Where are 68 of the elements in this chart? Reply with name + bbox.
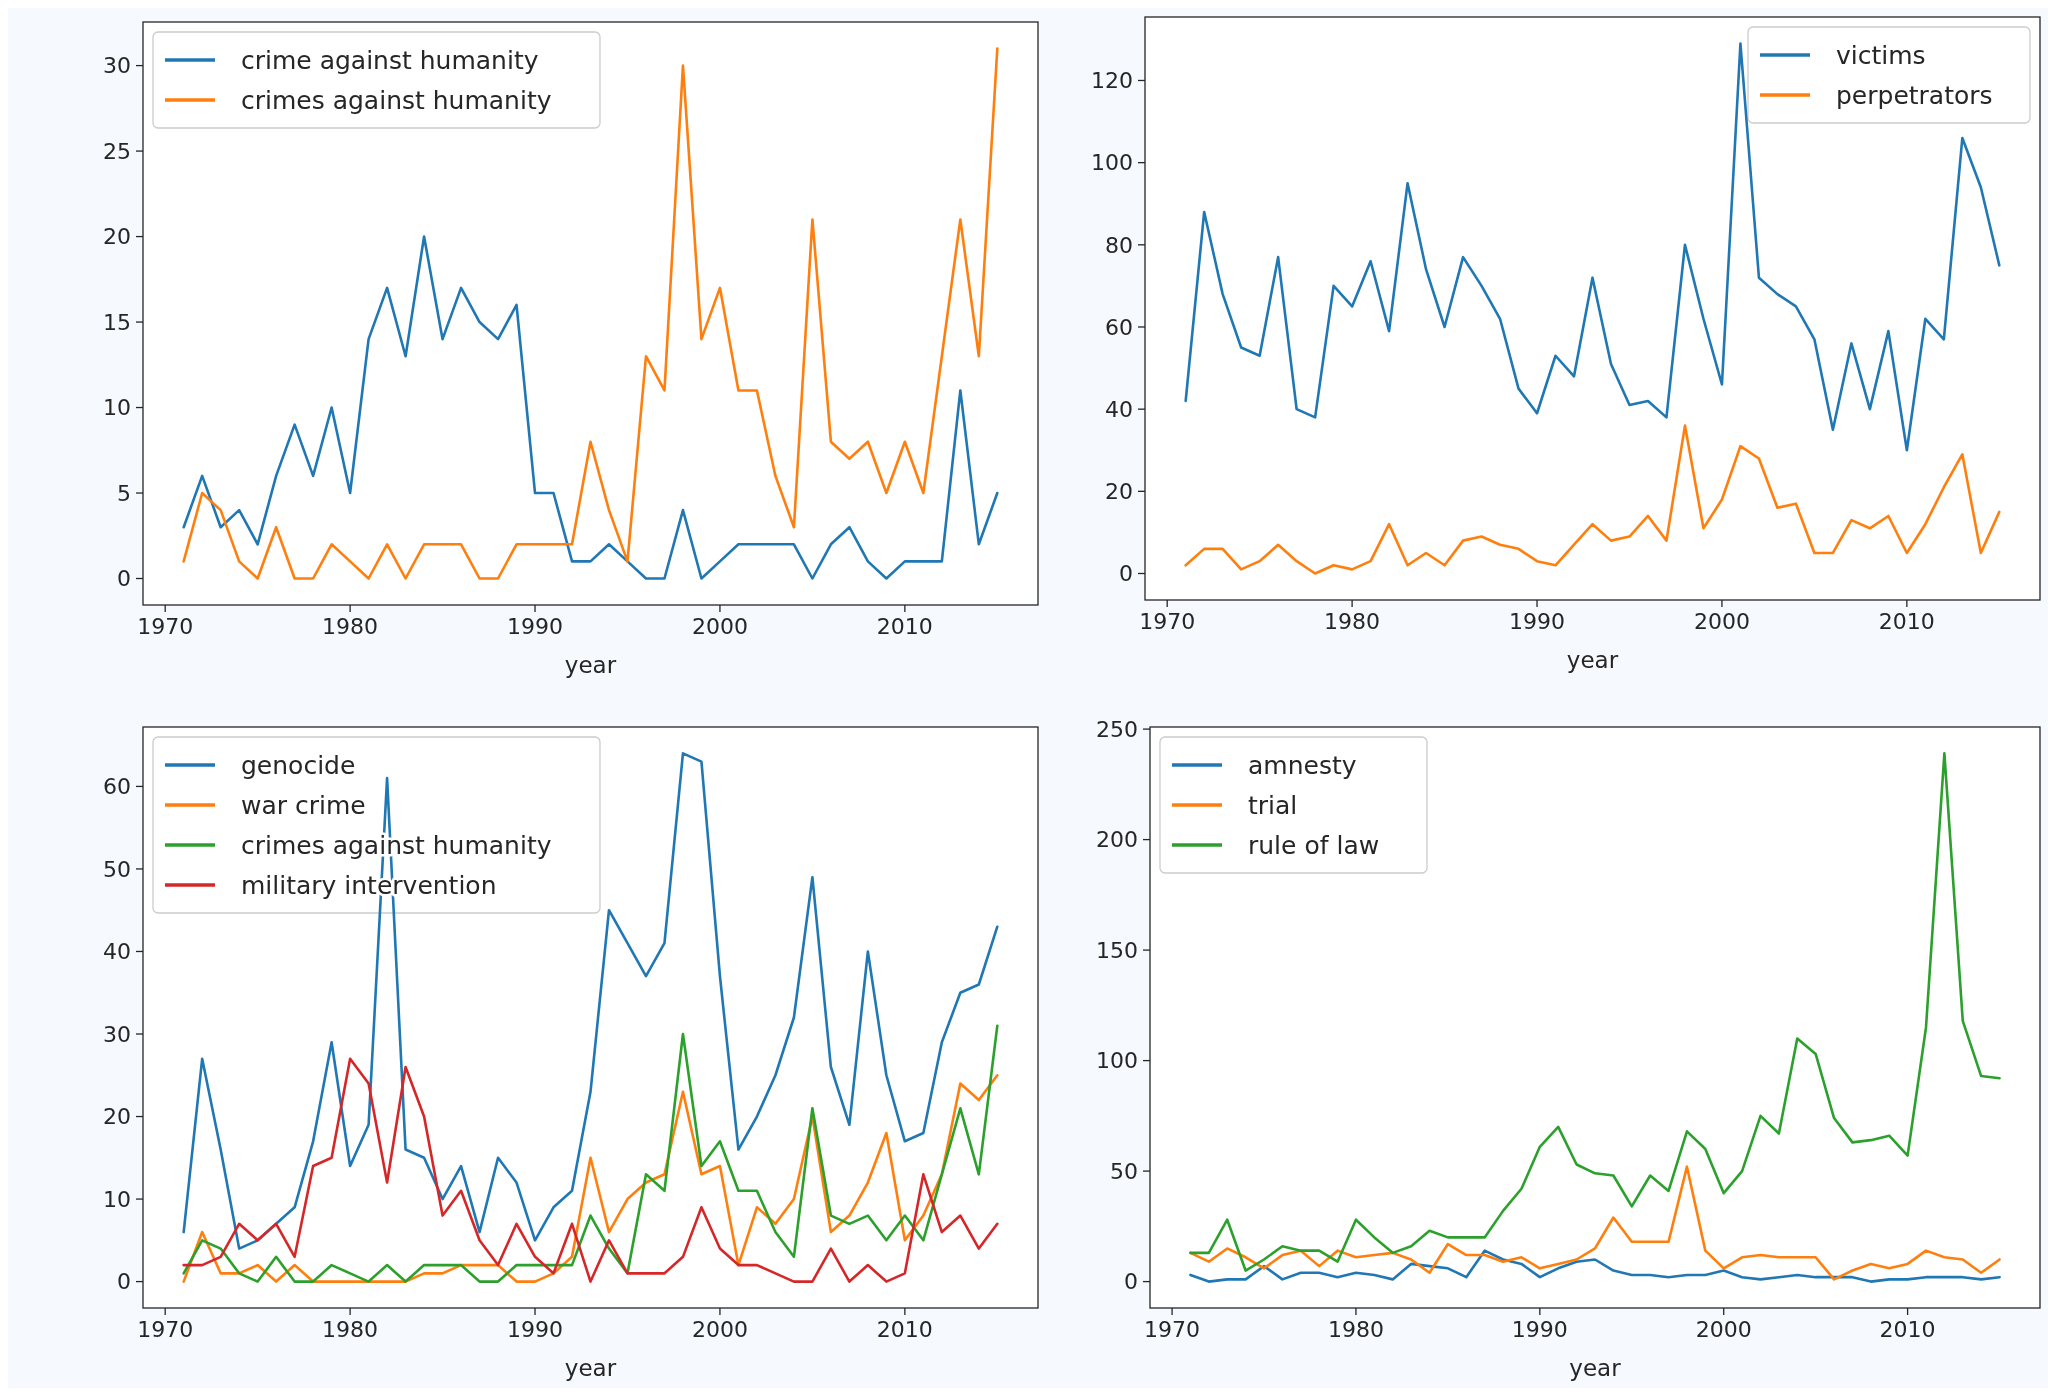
line-series <box>182 235 999 580</box>
y-tick-label: 100 <box>1096 1048 1138 1074</box>
y-tick-label: 0 <box>117 566 131 592</box>
legend-label: crime against humanity <box>241 45 539 75</box>
line-series <box>1189 1165 2001 1281</box>
x-tick-label: 1990 <box>507 613 564 639</box>
y-tick-label: 120 <box>1091 68 1133 94</box>
y-tick-label: 50 <box>103 856 131 882</box>
x-tick-label: 2000 <box>1695 1316 1752 1342</box>
line-series <box>1184 424 2001 575</box>
y-tick-label: 40 <box>1105 396 1133 422</box>
x-tick-label: 2000 <box>691 1316 748 1342</box>
x-axis-title: year <box>564 1355 617 1381</box>
x-tick-label: 2010 <box>1878 608 1935 634</box>
y-tick-label: 20 <box>103 224 131 250</box>
line-series <box>1184 42 2001 452</box>
x-axis-title: year <box>1566 647 1619 673</box>
x-axis-title: year <box>564 652 617 678</box>
legend-label: genocide <box>241 750 356 780</box>
y-tick-label: 10 <box>103 395 131 421</box>
y-tick-label: 40 <box>103 939 131 965</box>
line-series <box>1189 752 2001 1272</box>
x-tick-label: 1980 <box>322 613 379 639</box>
x-tick-label: 2010 <box>1879 1316 1936 1342</box>
y-tick-label: 15 <box>103 309 131 335</box>
y-tick-label: 25 <box>103 138 131 164</box>
y-tick-label: 0 <box>117 1269 131 1295</box>
x-tick-label: 1980 <box>1327 1316 1384 1342</box>
y-tick-label: 80 <box>1105 232 1133 258</box>
y-tick-label: 0 <box>1124 1269 1138 1295</box>
y-tick-label: 60 <box>1105 314 1133 340</box>
legend-label: war crime <box>241 790 366 820</box>
y-tick-label: 30 <box>103 53 131 79</box>
x-tick-label: 1990 <box>1509 608 1566 634</box>
y-tick-label: 5 <box>117 480 131 506</box>
y-tick-label: 10 <box>103 1186 131 1212</box>
y-tick-label: 20 <box>1105 479 1133 505</box>
legend-label: crimes against humanity <box>241 85 552 115</box>
y-tick-label: 0 <box>1119 561 1133 587</box>
y-tick-label: 250 <box>1096 716 1138 742</box>
legend-label: trial <box>1248 790 1298 820</box>
y-tick-label: 50 <box>1110 1158 1138 1184</box>
legend-label: rule of law <box>1248 830 1380 860</box>
x-tick-label: 2010 <box>876 1316 933 1342</box>
x-tick-label: 1970 <box>137 1316 194 1342</box>
x-tick-label: 1990 <box>1511 1316 1568 1342</box>
x-tick-label: 1990 <box>507 1316 564 1342</box>
x-tick-label: 2000 <box>1693 608 1750 634</box>
x-tick-label: 1980 <box>1324 608 1381 634</box>
x-tick-label: 2000 <box>691 613 748 639</box>
y-tick-label: 100 <box>1091 150 1133 176</box>
y-tick-label: 150 <box>1096 937 1138 963</box>
x-tick-label: 1970 <box>137 613 194 639</box>
legend-label: perpetrators <box>1836 80 1993 110</box>
y-tick-label: 200 <box>1096 827 1138 853</box>
x-tick-label: 1970 <box>1139 608 1196 634</box>
x-axis-title: year <box>1569 1355 1622 1381</box>
y-tick-label: 20 <box>103 1104 131 1130</box>
y-tick-label: 60 <box>103 774 131 800</box>
x-tick-label: 1970 <box>1144 1316 1201 1342</box>
y-tick-label: 30 <box>103 1021 131 1047</box>
line-series <box>1189 1249 2001 1283</box>
x-tick-label: 1980 <box>322 1316 379 1342</box>
line-series <box>182 47 999 580</box>
legend-label: amnesty <box>1248 750 1357 780</box>
x-tick-label: 2010 <box>876 613 933 639</box>
line-series <box>182 752 999 1250</box>
legend-label: victims <box>1836 40 1926 70</box>
